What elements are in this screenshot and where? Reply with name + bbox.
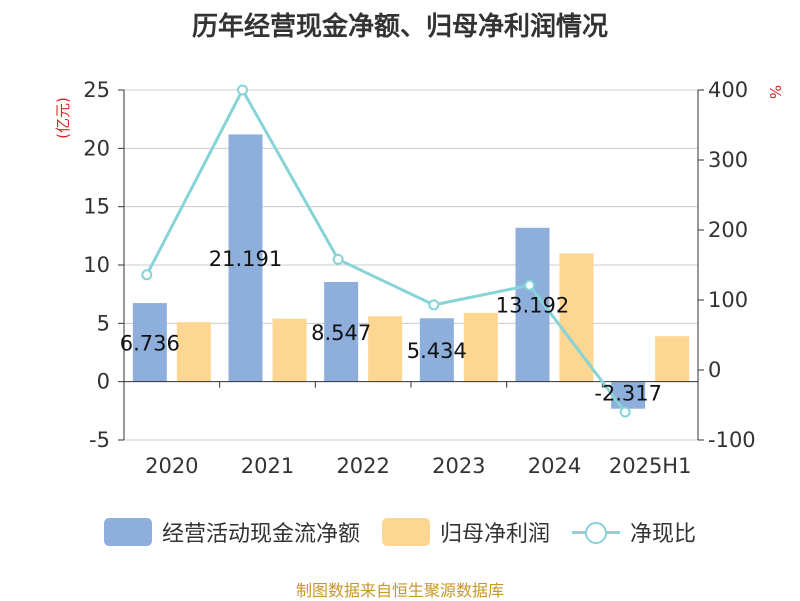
legend-swatch-ratio <box>572 518 620 546</box>
chart-title: 历年经营现金净额、归母净利润情况 <box>191 12 608 42</box>
bar-net-profit <box>176 322 211 382</box>
bar-cashflow <box>324 281 359 382</box>
axes: -5 0 5 10 15 20 25 -100 0 100 200 300 400 2020 2021 202… <box>83 78 755 478</box>
data-label: 21.191 <box>209 247 282 271</box>
ratio-point <box>619 406 631 418</box>
grid-lines <box>124 89 698 441</box>
legend-label-cashflow: 经营活动现金流净额 <box>161 522 360 547</box>
data-label: 13.192 <box>496 294 569 318</box>
bar-net-profit <box>655 336 690 382</box>
bar-cashflow <box>228 134 263 382</box>
category-label: 2024 <box>528 454 581 478</box>
legend-swatch-net-profit <box>381 518 430 546</box>
ratio-point <box>524 279 535 291</box>
left-tick-label: 5 <box>97 311 110 335</box>
category-label: 2025H1 <box>609 454 692 478</box>
ratio-point <box>237 84 248 96</box>
legend-swatch-cashflow <box>103 518 152 546</box>
bar-net-profit <box>463 312 498 382</box>
ratio-point <box>332 253 344 265</box>
bar-cashflow <box>419 318 454 382</box>
legend-item-ratio[interactable]: 净现比 <box>572 516 696 548</box>
left-tick-label: 25 <box>83 78 110 102</box>
legend-item-net-profit[interactable]: 归母净利润 <box>381 516 550 548</box>
left-axis-unit: (亿元) <box>54 97 72 139</box>
legend-item-cashflow[interactable]: 经营活动现金流净额 <box>103 516 360 548</box>
ratio-point <box>428 299 440 311</box>
ratio-line <box>141 84 631 418</box>
data-label: 8.547 <box>311 321 371 345</box>
bar-cashflow <box>132 303 167 382</box>
left-tick-label: 0 <box>97 370 110 394</box>
right-tick-label: 0 <box>708 358 721 382</box>
data-label: 5.434 <box>407 339 467 363</box>
ratio-polyline <box>145 86 627 413</box>
data-label: -2.317 <box>594 382 662 406</box>
chart-plot: -5 0 5 10 15 20 25 -100 0 100 200 300 400 2020 2021 202… <box>54 78 784 478</box>
legend-label-net-profit: 归母净利润 <box>439 522 550 547</box>
legend: 经营活动现金流净额 归母净利润 净现比 <box>0 516 800 548</box>
left-tick-label: 20 <box>83 136 110 160</box>
left-tick-label: 10 <box>83 253 110 277</box>
bars <box>132 134 690 409</box>
left-tick-label: -5 <box>89 428 110 452</box>
legend-label-ratio: 净现比 <box>630 522 697 547</box>
right-tick-label: -100 <box>708 428 756 452</box>
bar-cashflow <box>611 381 646 409</box>
right-tick-label: 300 <box>708 148 748 172</box>
right-tick-label: 200 <box>708 218 748 242</box>
data-labels: 6.736 21.191 8.547 5.434 13.192 -2.317 <box>120 247 662 406</box>
ratio-point <box>141 269 153 281</box>
right-axis-unit: % <box>766 85 784 99</box>
category-label: 2023 <box>432 454 485 478</box>
data-label: 6.736 <box>120 331 180 355</box>
category-label: 2020 <box>145 454 198 478</box>
left-tick-label: 15 <box>83 195 110 219</box>
bar-net-profit <box>368 316 403 382</box>
category-label: 2022 <box>336 454 389 478</box>
category-label: 2021 <box>241 454 294 478</box>
bar-net-profit <box>272 318 307 382</box>
right-tick-label: 100 <box>708 288 748 312</box>
source-note: 制图数据来自恒生聚源数据库 <box>295 581 504 600</box>
right-tick-label: 400 <box>708 78 748 102</box>
